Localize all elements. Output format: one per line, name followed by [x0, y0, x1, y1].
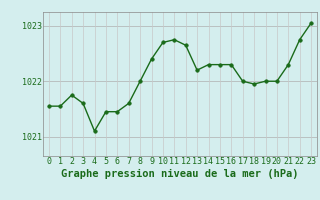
X-axis label: Graphe pression niveau de la mer (hPa): Graphe pression niveau de la mer (hPa)	[61, 169, 299, 179]
